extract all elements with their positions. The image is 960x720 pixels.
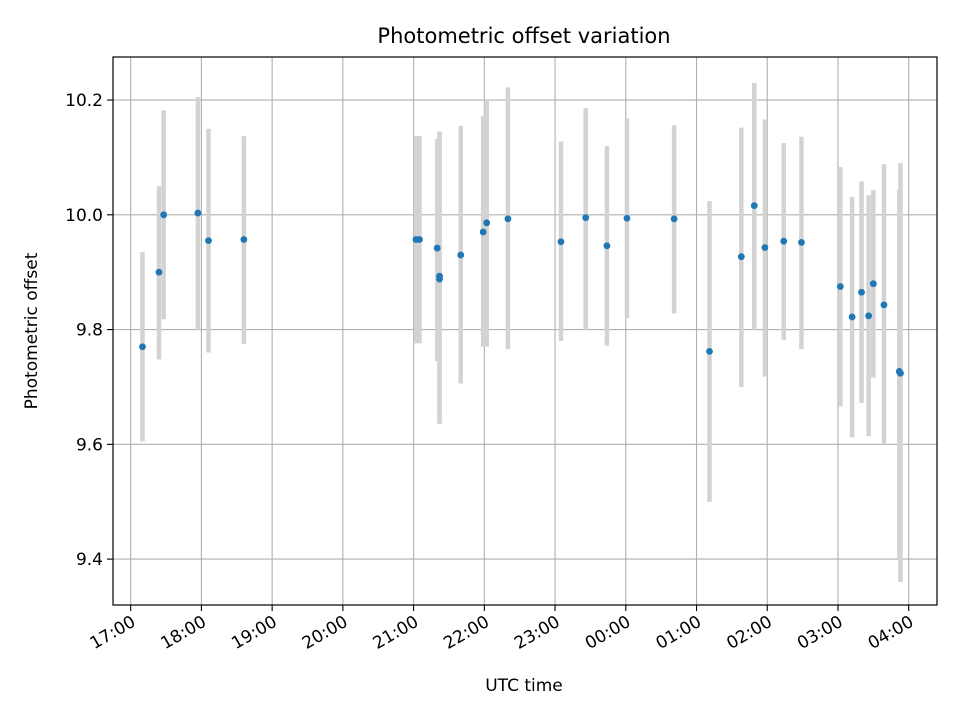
- x-tick-label: 03:00: [794, 612, 846, 654]
- data-point: [858, 288, 865, 296]
- data-point: [848, 313, 856, 321]
- y-tick-label: 10.0: [65, 206, 103, 226]
- data-point: [582, 214, 590, 222]
- data-point: [798, 238, 805, 246]
- y-axis-label: Photometric offset: [22, 252, 42, 409]
- data-point: [865, 312, 873, 320]
- data-point: [194, 209, 202, 217]
- data-point: [623, 214, 631, 222]
- x-tick-label: 02:00: [723, 612, 775, 654]
- data-point: [483, 219, 491, 227]
- data-point: [160, 211, 168, 219]
- x-tick-label: 17:00: [87, 612, 139, 654]
- y-tick-label: 9.4: [76, 550, 103, 570]
- data-point: [750, 202, 758, 210]
- data-point: [869, 280, 877, 288]
- data-point: [880, 301, 888, 309]
- data-point: [155, 268, 163, 276]
- data-point: [670, 215, 678, 223]
- x-tick-label: 20:00: [299, 612, 351, 654]
- x-tick-label: 21:00: [370, 612, 422, 654]
- x-tick-label: 04:00: [865, 612, 917, 654]
- data-point: [897, 369, 904, 377]
- data-point: [479, 228, 487, 236]
- x-tick-label: 19:00: [228, 612, 280, 654]
- data-points: [139, 202, 904, 377]
- y-axis-ticks: 9.4 9.6 9.8 10.0 10.2: [65, 91, 113, 570]
- x-tick-label: 23:00: [511, 612, 563, 654]
- grid: [113, 57, 937, 605]
- y-tick-label: 9.6: [76, 435, 103, 455]
- data-point: [416, 236, 423, 243]
- data-point: [836, 283, 844, 290]
- x-axis-ticks: 17:00 18:00 19:00 20:00 21:00 22:00 23:00 00:00…: [87, 605, 917, 654]
- data-point: [737, 253, 745, 261]
- data-point: [780, 237, 788, 245]
- y-tick-label: 10.2: [65, 91, 103, 111]
- y-tick-label: 9.8: [76, 321, 103, 341]
- error-bars: [140, 82, 903, 583]
- x-tick-label: 01:00: [653, 612, 705, 654]
- data-point: [240, 236, 248, 243]
- data-point: [205, 237, 212, 245]
- data-point: [139, 343, 146, 351]
- data-point: [457, 251, 465, 259]
- data-point: [603, 242, 611, 250]
- data-point: [761, 244, 769, 251]
- x-axis-label: UTC time: [485, 676, 563, 696]
- data-point: [504, 215, 512, 223]
- data-point: [557, 238, 565, 246]
- x-tick-label: 00:00: [582, 612, 634, 654]
- x-tick-label: 22:00: [440, 612, 492, 654]
- data-point: [433, 244, 441, 252]
- chart-title: Photometric offset variation: [377, 24, 670, 48]
- data-point: [436, 275, 443, 283]
- x-tick-label: 18:00: [157, 612, 209, 654]
- data-point: [706, 347, 713, 355]
- plot-frame: [112, 56, 938, 606]
